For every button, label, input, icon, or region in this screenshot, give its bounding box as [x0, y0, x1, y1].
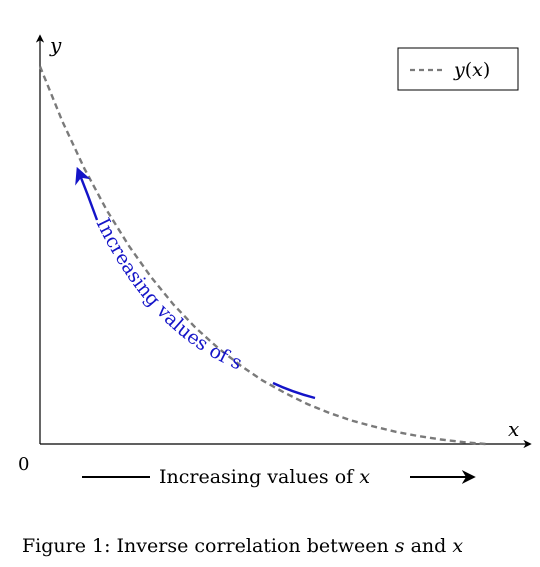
figure-caption: Figure 1: Inverse correlation between s …: [22, 535, 463, 557]
s-annotation: Increasing values of s: [75, 166, 316, 400]
x-axis-label: x: [508, 417, 519, 441]
legend-box: [397, 47, 519, 91]
s-annotation-label: Increasing values of s: [92, 215, 246, 375]
y-axis-label: y: [49, 33, 62, 57]
s-arrow-head: [75, 166, 99, 221]
series-layer: [38, 65, 486, 446]
legend: y(x): [397, 47, 519, 91]
s-arrow-tail: [272, 381, 316, 400]
series-line-0: [38, 65, 486, 446]
origin-label: 0: [18, 454, 29, 475]
legend-label: y(x): [453, 59, 490, 81]
x-direction-label: Increasing values of x: [159, 466, 370, 488]
x-direction-annotation: Increasing values of x: [82, 466, 476, 488]
